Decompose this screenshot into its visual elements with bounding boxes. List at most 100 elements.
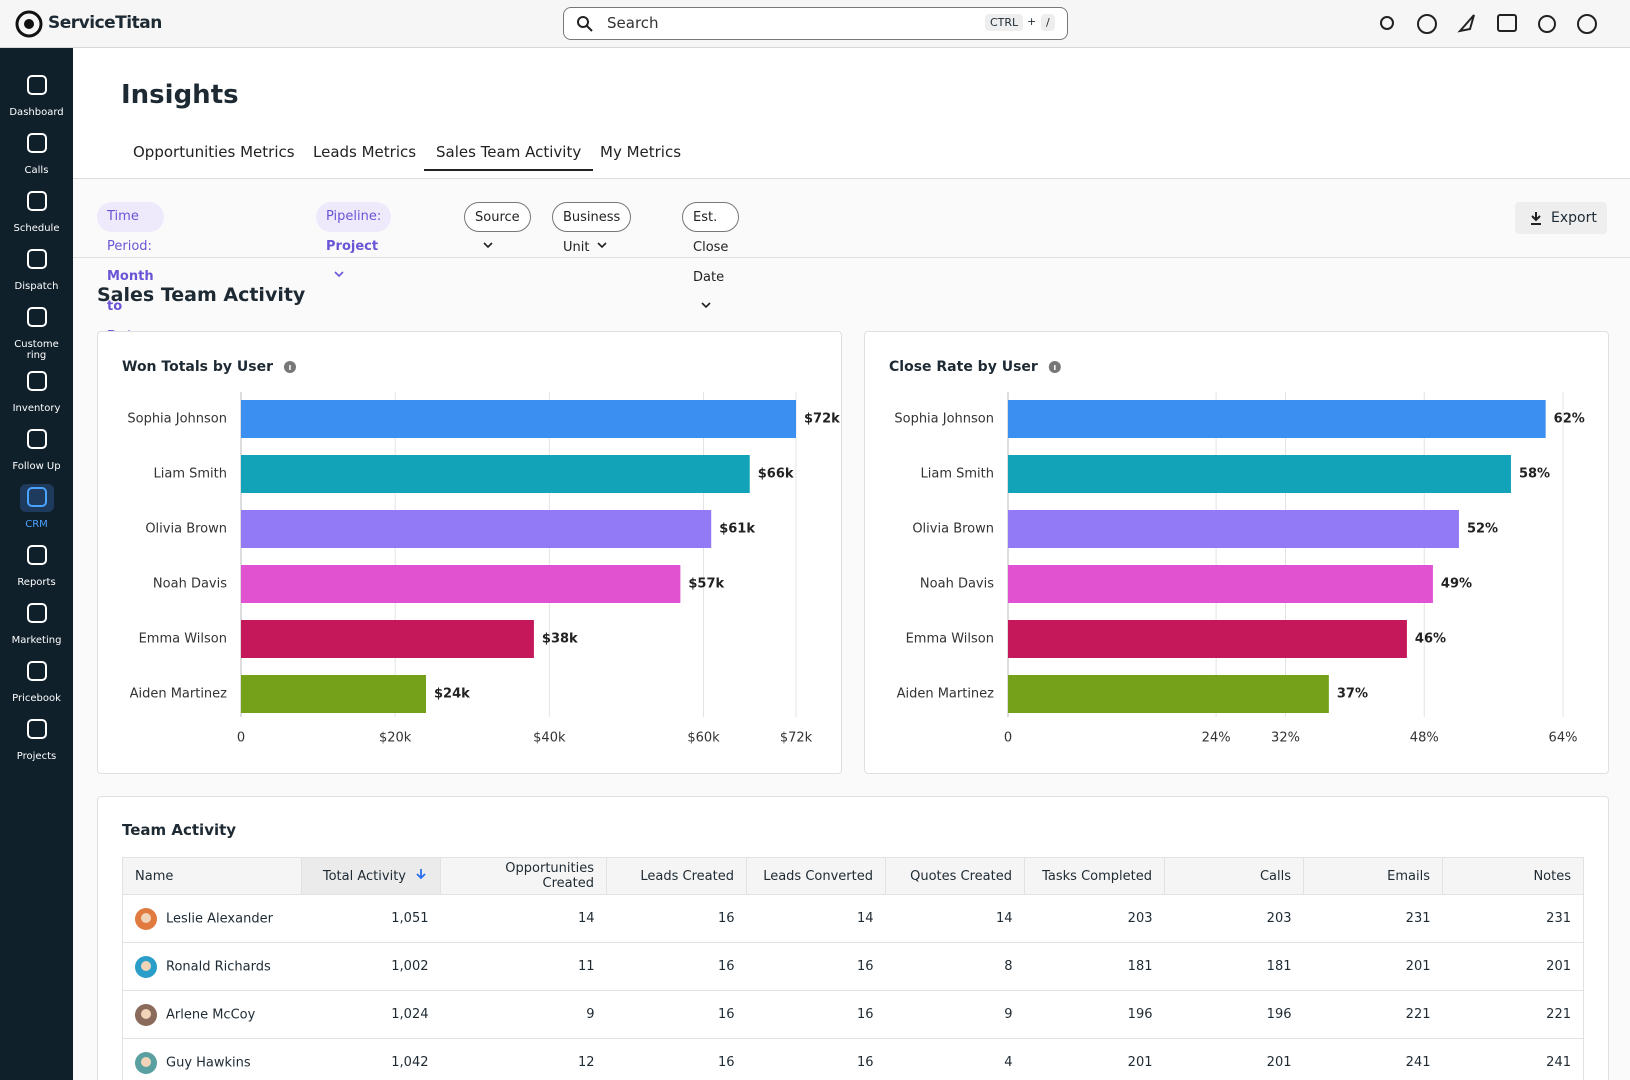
- nav-label: Inventory: [12, 403, 61, 414]
- avatar: [135, 955, 157, 978]
- filter-chip[interactable]: Pipeline: Project: [316, 202, 392, 278]
- category-label: Sophia Johnson: [894, 412, 994, 427]
- bar: [241, 510, 712, 548]
- nav-label: Projects: [16, 751, 57, 762]
- column-header[interactable]: Notes: [1442, 857, 1584, 895]
- x-tick-label: 64%: [1549, 731, 1578, 746]
- column-header[interactable]: Name: [122, 857, 302, 895]
- category-label: Sophia Johnson: [127, 412, 227, 427]
- table-cell: 1,042: [301, 1038, 441, 1080]
- nav-item[interactable]: Reports: [0, 542, 73, 588]
- cell-text: 14: [856, 911, 874, 926]
- nav-item[interactable]: Schedule: [0, 188, 73, 234]
- column-header[interactable]: Quotes Created: [885, 857, 1025, 895]
- column-label: Tasks Completed: [1042, 868, 1152, 884]
- nav-item[interactable]: Inventory: [0, 368, 73, 414]
- export-label: Export: [1551, 210, 1597, 226]
- column-header[interactable]: Opportunities Created: [440, 857, 607, 895]
- sort-arrow: [416, 869, 426, 880]
- column-label: Leads Converted: [763, 868, 873, 884]
- filter-label: Source: [475, 210, 520, 225]
- x-tick-label: $40k: [533, 731, 566, 746]
- filter-label: Pipeline:: [326, 209, 382, 224]
- cell-text: 201: [1405, 959, 1431, 974]
- cell-text: Guy Hawkins: [166, 1055, 251, 1070]
- column-label: Emails: [1387, 868, 1430, 884]
- table-row[interactable]: Leslie Alexander 1,051 14 16 14 14 203 203 231 23…: [122, 894, 1584, 943]
- nav-item[interactable]: Marketing: [0, 600, 73, 646]
- filter-chip[interactable]: Source: [464, 202, 531, 249]
- nav-item[interactable]: Dispatch: [0, 246, 73, 292]
- search-box[interactable]: Search CTRL + /: [563, 7, 1068, 40]
- nav-icon: [26, 661, 47, 681]
- table-cell: 196: [1164, 990, 1304, 1039]
- table-cell: 1,051: [301, 894, 441, 943]
- nav-item[interactable]: Projects: [0, 716, 73, 762]
- cell-text: 9: [586, 1007, 595, 1022]
- cell-text: 16: [856, 959, 874, 974]
- cell-text: Ronald Richards: [166, 959, 271, 974]
- cell-text: 1,042: [391, 1055, 429, 1070]
- column-header[interactable]: Emails: [1303, 857, 1443, 895]
- value-label: $72k: [804, 412, 840, 427]
- tab[interactable]: Sales Team Activity: [424, 143, 594, 171]
- nav-label: Pricebook: [12, 693, 61, 704]
- table-cell: 181: [1164, 942, 1304, 991]
- filter-chip[interactable]: Est. Close Date: [682, 202, 740, 309]
- category-label: Olivia Brown: [145, 522, 227, 537]
- filter-chip[interactable]: Business Unit: [552, 202, 632, 255]
- column-header[interactable]: Leads Converted: [746, 857, 886, 895]
- shortcut-key: /: [1041, 14, 1055, 31]
- x-tick-label: 0: [1004, 731, 1012, 746]
- tab[interactable]: Opportunities Metrics: [133, 143, 295, 161]
- page-title: Insights: [121, 80, 239, 110]
- avatar-face: [141, 960, 151, 971]
- table-row[interactable]: Arlene McCoy 1,024 9 16 16 9 196 196 221 221: [122, 990, 1584, 1039]
- table-row[interactable]: Guy Hawkins 1,042 12 16 16 4 201 201 241 241: [122, 1038, 1584, 1080]
- category-label: Aiden Martinez: [897, 687, 995, 702]
- nav-item[interactable]: Customering: [0, 304, 73, 361]
- filter-value: Project: [326, 239, 379, 254]
- table-cell: 16: [746, 942, 886, 991]
- column-header[interactable]: Tasks Completed: [1024, 857, 1165, 895]
- tab[interactable]: Leads Metrics: [313, 143, 417, 161]
- column-header[interactable]: Leads Created: [606, 857, 747, 895]
- filter-label: Est. Close Date: [693, 210, 729, 285]
- export-button[interactable]: Export: [1515, 202, 1607, 234]
- cell-text: 181: [1127, 959, 1153, 974]
- nav-label: Follow Up: [12, 461, 61, 472]
- table-cell: 8: [885, 942, 1025, 991]
- cell-text: Arlene McCoy: [166, 1007, 256, 1022]
- nav-item[interactable]: Pricebook: [0, 658, 73, 704]
- section-title: Sales Team Activity: [97, 284, 306, 306]
- nav-item[interactable]: CRM: [0, 484, 73, 530]
- value-label: 58%: [1519, 467, 1550, 482]
- cell-text: Leslie Alexander: [166, 911, 273, 926]
- filter-chip[interactable]: Time Period: Month to Date: [97, 202, 164, 368]
- cell-text: 221: [1405, 1007, 1431, 1022]
- nav-icon: [26, 75, 47, 95]
- x-tick-label: 24%: [1202, 731, 1231, 746]
- value-label: 52%: [1467, 522, 1498, 537]
- nav-item[interactable]: Calls: [0, 130, 73, 176]
- chevron: [483, 242, 493, 249]
- x-tick-label: $60k: [687, 731, 720, 746]
- cell-text: 201: [1546, 959, 1571, 974]
- table-cell: 203: [1024, 894, 1165, 943]
- bar: [1008, 455, 1511, 493]
- avatar-face: [141, 1008, 151, 1019]
- nav-item[interactable]: Follow Up: [0, 426, 73, 472]
- table-panel: Team Activity Name Total Activity Opportun…: [97, 796, 1609, 1080]
- chevron-path: [334, 271, 344, 278]
- x-tick-label: 32%: [1271, 731, 1300, 746]
- table-row[interactable]: Ronald Richards 1,002 11 16 16 8 181 181 201 201: [122, 942, 1584, 991]
- nav-item[interactable]: Dashboard: [0, 72, 73, 118]
- avatar: [135, 1003, 157, 1026]
- toolbar-icons[interactable]: [1370, 11, 1610, 37]
- tab[interactable]: My Metrics: [600, 143, 682, 161]
- column-header[interactable]: Total Activity: [301, 857, 441, 895]
- chevron-path: [701, 302, 711, 309]
- value-label: 37%: [1337, 687, 1368, 702]
- column-header[interactable]: Calls: [1164, 857, 1304, 895]
- table-cell: 9: [440, 990, 607, 1039]
